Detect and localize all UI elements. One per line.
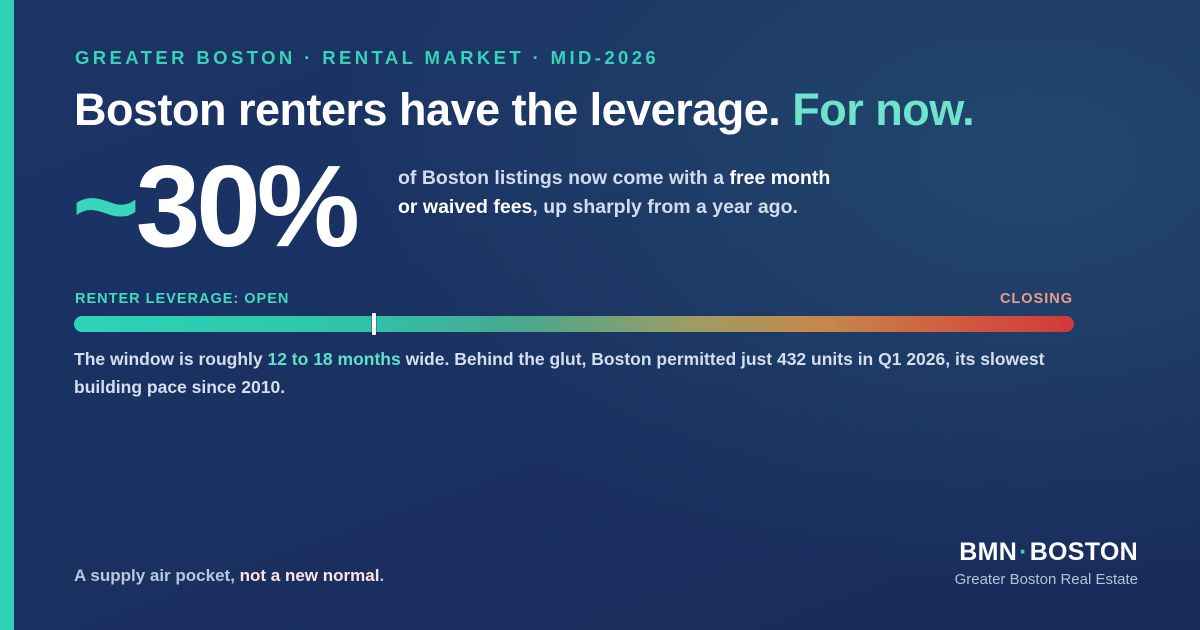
stat-desc-highlight: free month or waived fees xyxy=(398,167,831,218)
body-before: The window is roughly xyxy=(74,349,268,369)
body-after: wide. Behind the glut, Boston permitted … xyxy=(74,349,1045,397)
stat-value: 30% xyxy=(135,141,360,271)
stat-desc-after: , up sharply from a year ago. xyxy=(532,196,798,218)
eyebrow-kicker: GREATER BOSTON · RENTAL MARKET · MID-202… xyxy=(75,47,660,68)
brand-name-right: BOSTON xyxy=(1029,538,1138,566)
big-stat: ~30% xyxy=(72,148,360,264)
stat-description: of Boston listings now come with a free … xyxy=(398,164,838,222)
meter-label-closing: CLOSING xyxy=(999,291,1073,307)
stat-desc-before: of Boston listings now come with a xyxy=(398,167,730,189)
leverage-meter-track xyxy=(74,316,1074,332)
stat-prefix: ~ xyxy=(72,141,140,271)
headline: Boston renters have the leverage. For no… xyxy=(74,84,975,136)
brand-separator: · xyxy=(1019,538,1028,566)
headline-accent: For now. xyxy=(792,84,975,135)
body-paragraph: The window is roughly 12 to 18 months wi… xyxy=(74,345,1074,401)
footer-note: A supply air pocket, not a new normal. xyxy=(74,566,384,586)
footer-before: A supply air pocket, xyxy=(74,566,240,585)
body-highlight: 12 to 18 months xyxy=(267,349,401,369)
meter-label-open: RENTER LEVERAGE: OPEN xyxy=(75,291,290,307)
footer-highlight: not a new normal xyxy=(239,566,380,585)
brand-block: BMN·BOSTON Greater Boston Real Estate xyxy=(955,538,1138,588)
footer-after: . xyxy=(379,566,385,585)
brand-name-left: BMN xyxy=(959,538,1018,566)
accent-stripe xyxy=(0,0,14,630)
leverage-meter-marker xyxy=(372,313,376,335)
headline-main: Boston renters have the leverage. xyxy=(74,84,781,135)
brand-logo: BMN·BOSTON xyxy=(955,538,1138,567)
brand-tagline: Greater Boston Real Estate xyxy=(954,571,1138,588)
